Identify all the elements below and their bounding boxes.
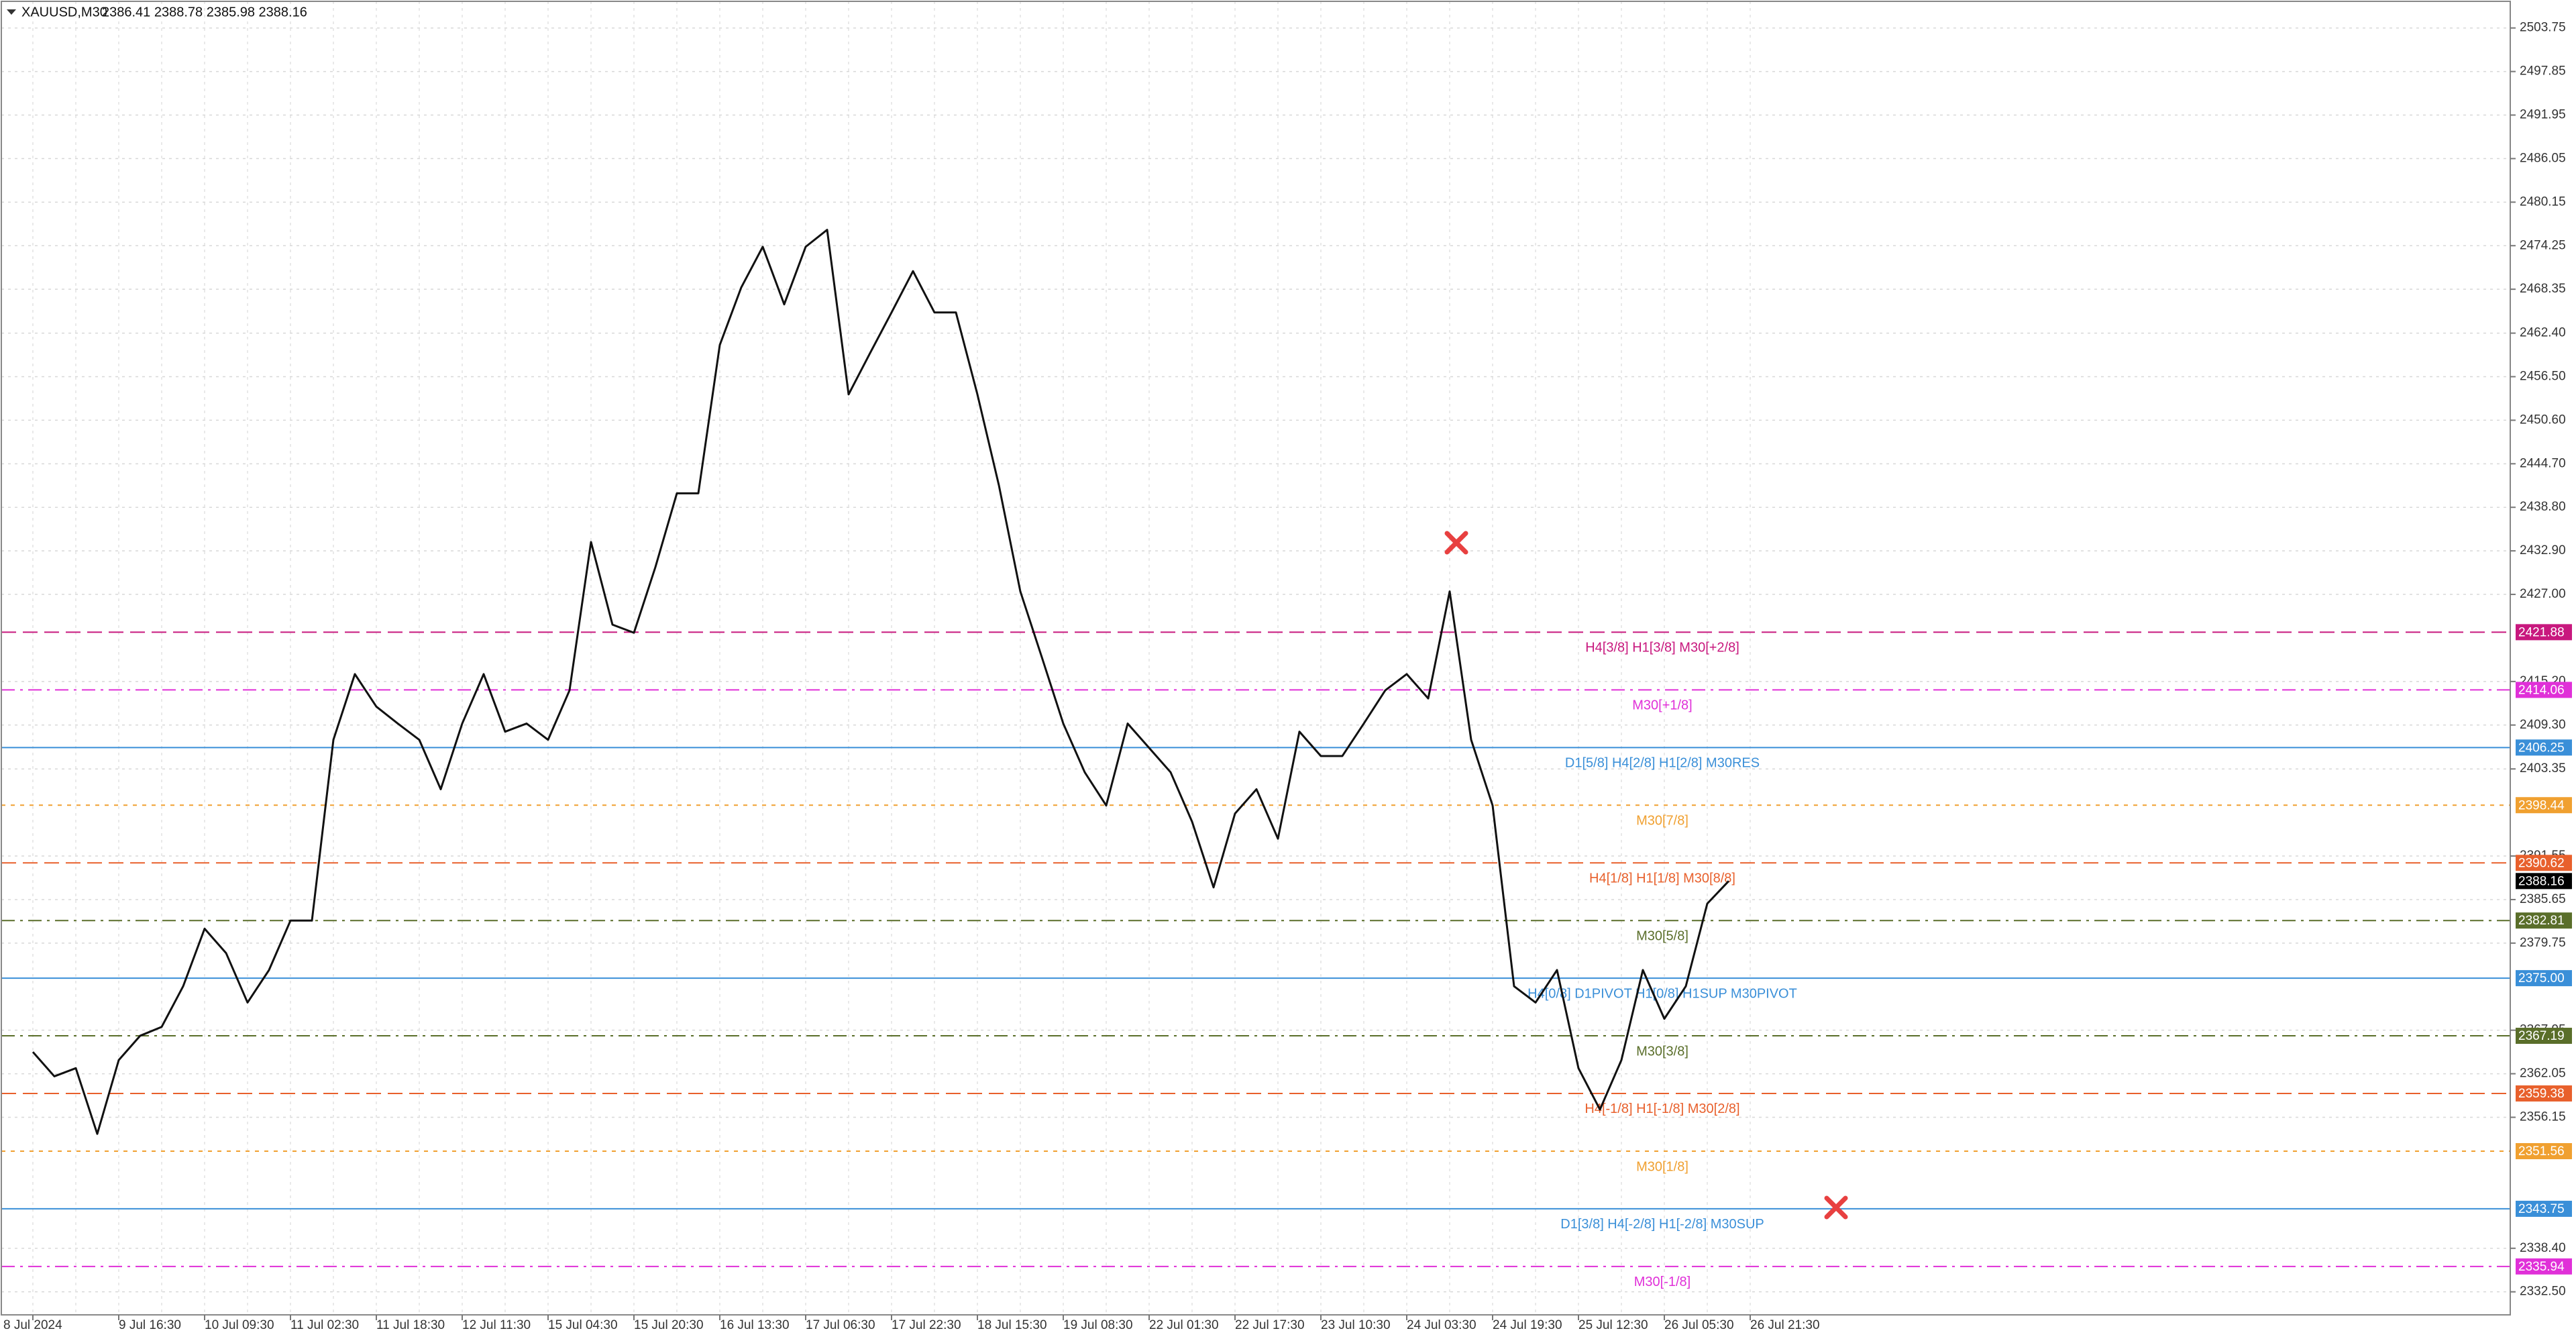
x-tick-label: 22 Jul 01:30	[1149, 1318, 1219, 1332]
x-tick-label: 10 Jul 09:30	[205, 1318, 274, 1332]
level-label: M30[-1/8]	[1634, 1275, 1690, 1289]
level-price-label: 2343.75	[2518, 1202, 2565, 1216]
level-price-box	[2516, 970, 2572, 987]
y-tick-label: 2503.75	[2520, 21, 2566, 35]
price-layer	[32, 229, 1730, 1135]
x-tick-label: 17 Jul 22:30	[892, 1318, 961, 1332]
level-label: M30[5/8]	[1636, 928, 1688, 943]
x-tick-label: 23 Jul 10:30	[1321, 1318, 1391, 1332]
x-tick-label: 24 Jul 03:30	[1407, 1318, 1477, 1332]
x-tick-label: 22 Jul 17:30	[1235, 1318, 1305, 1332]
current-price-box	[2516, 873, 2572, 890]
x-tick-label: 26 Jul 05:30	[1664, 1318, 1734, 1332]
y-tick-label: 2497.85	[2520, 64, 2566, 78]
level-label: M30[+1/8]	[1632, 698, 1693, 713]
y-tick-label: 2338.40	[2520, 1241, 2566, 1255]
y-tick-label: 2438.80	[2520, 500, 2566, 514]
y-tick-label: 2474.25	[2520, 238, 2566, 252]
level-price-label: 2390.62	[2518, 856, 2565, 870]
level-label: D1[3/8] H4[-2/8] H1[-2/8] M30SUP	[1560, 1217, 1764, 1232]
level-price-label: 2406.25	[2518, 741, 2565, 755]
marker-x	[1824, 1195, 1848, 1220]
level-price-label: 2398.44	[2518, 798, 2565, 812]
y-tick-label: 2491.95	[2520, 108, 2566, 122]
level-price-label: 2367.19	[2518, 1029, 2565, 1043]
symbol-title: XAUUSD,M30	[21, 5, 107, 19]
level-price-box	[2516, 1258, 2572, 1275]
level-label: M30[7/8]	[1636, 814, 1688, 828]
x-tick-label: 15 Jul 04:30	[548, 1318, 618, 1332]
price-line	[32, 229, 1730, 1135]
x-tick-label: 16 Jul 13:30	[720, 1318, 790, 1332]
x-tick-label: 17 Jul 06:30	[806, 1318, 875, 1332]
x-tick-label: 8 Jul 2024	[3, 1318, 62, 1332]
level-price-label: 2335.94	[2518, 1260, 2565, 1274]
menu-arrow[interactable]	[7, 9, 16, 15]
level-price-label: 2351.56	[2518, 1144, 2565, 1159]
y-tick-label: 2379.75	[2520, 936, 2566, 950]
y-tick-label: 2468.35	[2520, 282, 2566, 296]
x-tick-label: 18 Jul 15:30	[977, 1318, 1047, 1332]
y-tick-label: 2362.05	[2520, 1067, 2566, 1081]
x-tick-label: 24 Jul 19:30	[1493, 1318, 1562, 1332]
x-tick-label: 19 Jul 08:30	[1063, 1318, 1133, 1332]
level-price-box	[2516, 1200, 2572, 1217]
y-tick-label: 2432.90	[2520, 543, 2566, 557]
level-price-box	[2516, 1142, 2572, 1159]
level-label: H4[3/8] H1[3/8] M30[+2/8]	[1585, 641, 1739, 655]
y-tick-label: 2385.65	[2520, 892, 2566, 906]
level-price-box	[2516, 912, 2572, 929]
level-label: H4[0/8] D1PIVOT H1[0/8] H1SUP M30PIVOT	[1527, 986, 1797, 1001]
y-tick-label: 2486.05	[2520, 151, 2566, 165]
x-tick-label: 25 Jul 12:30	[1578, 1318, 1648, 1332]
level-price-box	[2516, 739, 2572, 756]
level-price-label: 2414.06	[2518, 683, 2565, 697]
current-price-label: 2388.16	[2518, 874, 2565, 888]
level-price-box	[2516, 797, 2572, 814]
x-tick-label: 11 Jul 02:30	[290, 1318, 359, 1332]
level-price-box	[2516, 682, 2572, 698]
y-tick-label: 2409.30	[2520, 718, 2566, 732]
x-tick-label: 9 Jul 16:30	[119, 1318, 181, 1332]
grid-layer	[1, 1, 2510, 1315]
level-price-box	[2516, 1028, 2572, 1045]
level-price-box	[2516, 855, 2572, 871]
level-price-label: 2421.88	[2518, 625, 2565, 639]
x-tick-label: 15 Jul 20:30	[634, 1318, 704, 1332]
y-tick-label: 2403.35	[2520, 761, 2566, 775]
level-label: H4[-1/8] H1[-1/8] M30[2/8]	[1585, 1102, 1739, 1116]
y-tick-label: 2444.70	[2520, 456, 2566, 470]
level-label: M30[3/8]	[1636, 1044, 1688, 1059]
plot-frame	[1, 1, 2511, 1316]
x-tick-label: 11 Jul 18:30	[376, 1318, 445, 1332]
marker-x	[1444, 531, 1468, 555]
y-tick-label: 2456.50	[2520, 370, 2566, 384]
y-tick-label: 2332.50	[2520, 1285, 2566, 1299]
y-tick-label: 2427.00	[2520, 587, 2566, 601]
level-price-label: 2359.38	[2518, 1087, 2565, 1101]
x-tick-label: 26 Jul 21:30	[1750, 1318, 1820, 1332]
level-label: M30[1/8]	[1636, 1159, 1688, 1174]
y-tick-label: 2462.40	[2520, 326, 2566, 340]
levels-layer: H4[3/8] H1[3/8] M30[+2/8] M30[+1/8] D1[5/8…	[1, 631, 2510, 1289]
x-tick-label: 12 Jul 11:30	[462, 1318, 531, 1332]
y-tick-label: 2356.15	[2520, 1110, 2566, 1124]
level-price-label: 2382.81	[2518, 914, 2565, 928]
level-price-label: 2375.00	[2518, 971, 2565, 985]
level-label: D1[5/8] H4[2/8] H1[2/8] M30RES	[1565, 756, 1760, 771]
y-tick-label: 2450.60	[2520, 413, 2566, 427]
level-price-box	[2516, 624, 2572, 641]
level-price-box	[2516, 1085, 2572, 1102]
level-label: H4[1/8] H1[1/8] M30[8/8]	[1589, 871, 1735, 886]
y-tick-label: 2480.15	[2520, 195, 2566, 209]
ohlc-readout: 2386.41 2388.78 2385.98 2388.16	[102, 5, 307, 19]
